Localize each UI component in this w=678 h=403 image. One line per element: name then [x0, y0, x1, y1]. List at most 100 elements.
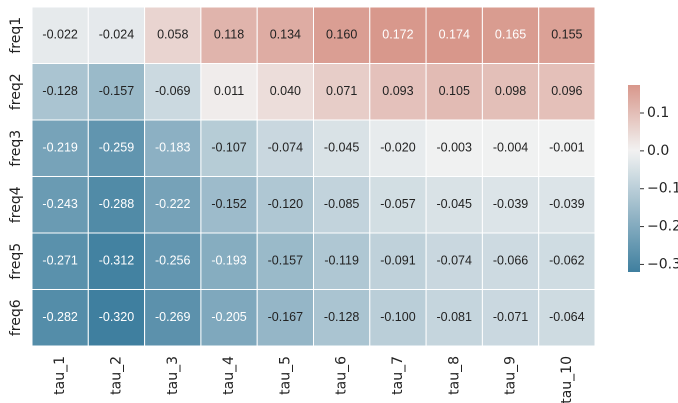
x-tick-label: tau_5 [277, 356, 293, 395]
heatmap-cell [369, 176, 427, 234]
cell-label: -0.219 [42, 141, 77, 155]
cell-label: -0.288 [99, 197, 134, 211]
cell-label: -0.045 [324, 141, 359, 155]
heatmap-cell [87, 6, 146, 64]
y-tick-label: freq3 [8, 130, 24, 167]
cell-label: 0.058 [157, 28, 188, 42]
y-tick-label: freq1 [8, 17, 24, 54]
heatmap-cell [425, 232, 483, 290]
cell-label: -0.045 [437, 197, 472, 211]
heatmap-cell [538, 289, 596, 347]
cell-label: -0.120 [268, 197, 303, 211]
cell-label: -0.119 [324, 254, 359, 268]
cell-label: -0.259 [99, 141, 134, 155]
heatmap-cell [144, 289, 202, 347]
cell-label: -0.074 [437, 254, 472, 268]
cell-label: -0.085 [324, 197, 359, 211]
cell-label: -0.071 [493, 310, 528, 324]
heatmap-cell [538, 6, 596, 64]
heatmap-cell [538, 63, 596, 121]
cell-label: 0.096 [551, 84, 582, 98]
cell-label: 0.105 [439, 84, 470, 98]
cell-label: -0.091 [380, 254, 415, 268]
colorbar [628, 85, 640, 272]
cell-label: -0.001 [549, 141, 584, 155]
heatmap-cell [87, 119, 146, 177]
cell-label: 0.172 [382, 28, 413, 42]
cell-label: -0.128 [324, 310, 359, 324]
heatmap-cell [538, 232, 596, 290]
heatmap-cell [144, 232, 202, 290]
cell-label: -0.282 [42, 310, 77, 324]
cell-label: 0.165 [495, 28, 526, 42]
heatmap-cell [200, 63, 258, 121]
cell-label: -0.057 [380, 197, 415, 211]
cell-label: -0.107 [211, 141, 246, 155]
cell-label: -0.157 [268, 254, 303, 268]
cell-label: -0.312 [99, 254, 134, 268]
cell-label: 0.160 [326, 28, 357, 42]
heatmap-cell [31, 119, 89, 177]
heatmap-cell [425, 6, 483, 64]
heatmap-cell [369, 289, 427, 347]
cell-label: -0.222 [155, 197, 190, 211]
cell-label: -0.167 [268, 310, 303, 324]
heatmap-cell [538, 119, 596, 177]
heatmap-cell [144, 119, 202, 177]
cell-label: -0.074 [268, 141, 303, 155]
x-tick-label: tau_2 [108, 356, 124, 395]
x-tick-label: tau_3 [165, 356, 181, 395]
heatmap-cell [369, 119, 427, 177]
heatmap-cell [144, 6, 202, 64]
heatmap-cell [313, 289, 371, 347]
cell-label: 0.118 [214, 28, 244, 42]
colorbar-tick-label: −0.3 [647, 256, 678, 272]
heatmap-cell [31, 6, 89, 64]
colorbar-tick-label: −0.1 [647, 181, 678, 197]
heatmap-cell [481, 119, 540, 177]
heatmap-cell [87, 63, 146, 121]
cell-label: -0.003 [437, 141, 472, 155]
x-tick-label: tau_7 [390, 356, 406, 395]
heatmap-cell [200, 289, 258, 347]
cell-label: 0.155 [551, 28, 582, 42]
heatmap-cell [481, 63, 540, 121]
cell-label: 0.071 [326, 84, 357, 98]
cell-label: -0.320 [99, 310, 134, 324]
heatmap-cell [369, 63, 427, 121]
heatmap-cell [313, 176, 371, 234]
heatmap-cell [31, 289, 89, 347]
heatmap-cell [425, 119, 483, 177]
cell-label: -0.205 [211, 310, 246, 324]
cell-label: -0.064 [549, 310, 584, 324]
heatmap-cell [31, 176, 89, 234]
cell-label: -0.039 [493, 197, 528, 211]
x-tick-label: tau_1 [52, 356, 68, 395]
cell-label: -0.100 [380, 310, 415, 324]
heatmap-cell [87, 232, 146, 290]
cell-label: -0.152 [211, 197, 246, 211]
cell-label: -0.004 [493, 141, 528, 155]
colorbar-tick-label: −0.2 [647, 219, 678, 235]
cell-label: -0.066 [493, 254, 528, 268]
cell-label: -0.243 [42, 197, 77, 211]
x-tick-label: tau_8 [446, 356, 462, 395]
heatmap-cell [369, 232, 427, 290]
heatmap-cell [481, 289, 540, 347]
cell-label: -0.128 [42, 84, 77, 98]
cell-label: -0.271 [42, 254, 77, 268]
colorbar-tick-label: 0.0 [647, 143, 669, 159]
heatmap-cell [481, 176, 540, 234]
cell-label: 0.093 [382, 84, 413, 98]
cell-label: -0.039 [549, 197, 584, 211]
cell-label: -0.256 [155, 254, 190, 268]
heatmap-cell [481, 232, 540, 290]
heatmap-cell [425, 63, 483, 121]
heatmap-cell [313, 6, 371, 64]
cell-label: -0.269 [155, 310, 190, 324]
cell-label: 0.174 [439, 28, 470, 42]
y-tick-label: freq2 [8, 73, 24, 110]
cell-label: -0.157 [99, 84, 134, 98]
cell-label: 0.040 [270, 84, 301, 98]
